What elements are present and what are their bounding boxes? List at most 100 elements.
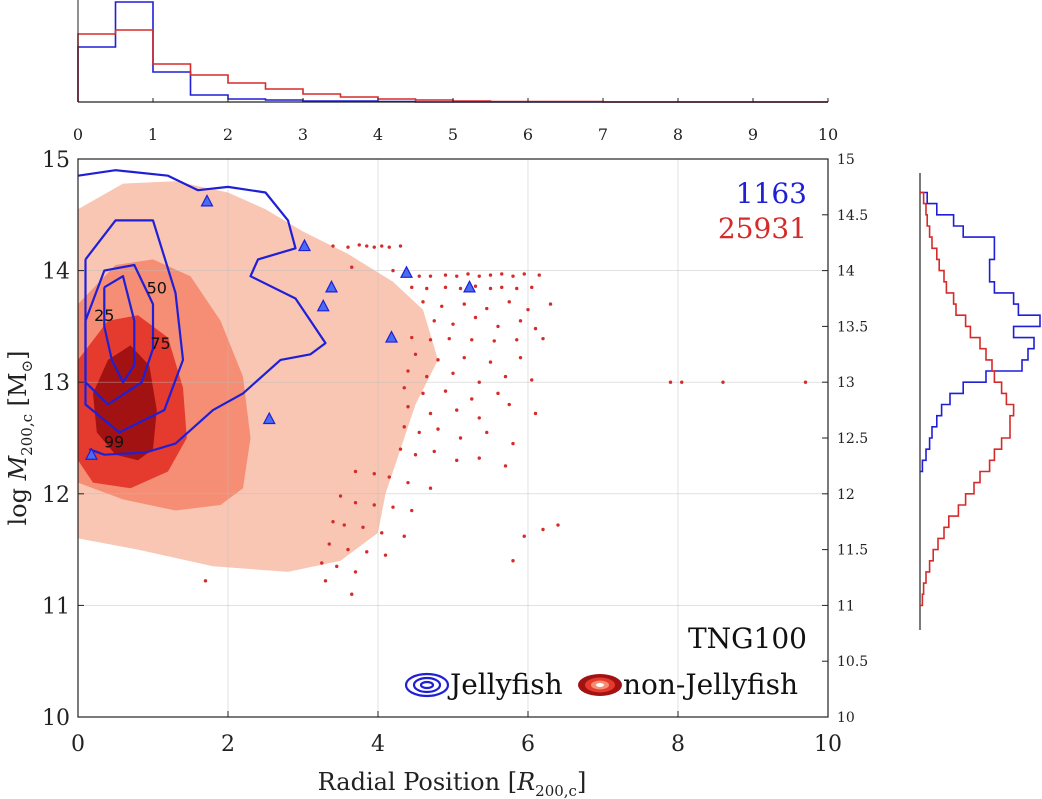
y-tick-label: 15	[42, 148, 70, 173]
non-jellyfish-point	[365, 550, 369, 554]
right-y-tick-label: 10.5	[837, 654, 868, 670]
non-jellyfish-point	[526, 307, 530, 312]
non-jellyfish-point	[477, 380, 481, 384]
non-jellyfish-point	[518, 355, 523, 360]
non-jellyfish-point	[541, 336, 545, 341]
x-tick-label: 8	[671, 732, 685, 757]
non-jellyfish-point	[380, 531, 384, 535]
non-jellyfish-point	[398, 447, 403, 451]
legend-non-jellyfish-icon	[578, 674, 622, 696]
non-jellyfish-point	[492, 339, 496, 343]
non-jellyfish-point	[470, 338, 474, 342]
non-jellyfish-point	[485, 430, 489, 435]
non-jellyfish-point	[417, 430, 421, 435]
non-jellyfish-point	[485, 306, 489, 311]
top-x-tick-label: 5	[448, 125, 458, 144]
non-jellyfish-point	[473, 315, 478, 320]
non-jellyfish-point	[507, 402, 511, 407]
non-jellyfish-point	[428, 274, 433, 278]
non-jellyfish-point	[477, 456, 481, 460]
right-hist-series-0	[920, 191, 1041, 473]
non-jellyfish-point	[402, 425, 406, 429]
non-jellyfish-point	[365, 244, 369, 248]
non-jellyfish-point	[548, 302, 553, 306]
non-jellyfish-point	[387, 245, 391, 249]
non-jellyfish-point	[417, 274, 421, 278]
jellyfish-point	[400, 265, 413, 278]
non-jellyfish-point	[503, 374, 508, 379]
contour-label-75: 75	[150, 334, 170, 353]
non-jellyfish-point	[522, 534, 526, 538]
non-jellyfish-point	[338, 494, 343, 498]
jellyfish-contour-99	[78, 169, 327, 456]
jellyfish-contour-50	[84, 263, 155, 406]
jellyfish-point	[262, 411, 276, 425]
non-jellyfish-point	[402, 386, 406, 390]
non-jellyfish-point	[398, 244, 403, 248]
non-jellyfish-point	[391, 268, 395, 273]
top-x-tick-label: 10	[818, 125, 838, 144]
non-jellyfish-point	[413, 453, 418, 457]
non-jellyfish-point	[533, 411, 538, 416]
non-jellyfish-point	[421, 300, 425, 304]
non-jellyfish-point	[432, 319, 436, 323]
non-jellyfish-point	[462, 302, 466, 306]
top-marginal-x-ticks: 0 1 2 3 4 5 6 7 8 9 10	[73, 98, 838, 144]
non-jellyfish-point	[507, 300, 511, 304]
x-tick-label: 2	[221, 732, 235, 757]
non-jellyfish-point	[406, 480, 410, 485]
y-tick-label: 10	[42, 706, 70, 731]
non-jellyfish-point	[500, 272, 504, 276]
right-marginal-histogram	[920, 191, 1041, 607]
right-hist-series-1	[920, 191, 1015, 607]
non-jellyfish-point	[428, 411, 433, 416]
top-x-tick-label: 3	[298, 125, 308, 144]
non-jellyfish-point	[477, 274, 481, 278]
non-jellyfish-point	[496, 324, 500, 329]
non-jellyfish-point	[496, 391, 500, 396]
legend-jellyfish-label: Jellyfish	[447, 668, 563, 701]
non-jellyfish-point	[413, 352, 418, 356]
non-jellyfish-point	[346, 547, 350, 552]
right-y-tick-label: 14.5	[837, 208, 868, 224]
contour-label-50: 50	[147, 278, 167, 297]
non-jellyfish-point	[357, 243, 361, 247]
non-jellyfish-point	[436, 427, 440, 431]
non-jellyfish-point	[353, 570, 358, 574]
non-jellyfish-point	[530, 285, 534, 290]
top-hist-series-0	[77, 1, 828, 103]
top-x-tick-label: 8	[673, 125, 683, 144]
jellyfish-point	[325, 280, 338, 293]
x-tick-label: 10	[814, 732, 842, 757]
jellyfish-point	[85, 447, 98, 460]
legend-jellyfish-icon	[404, 672, 450, 698]
non-jellyfish-point	[668, 380, 673, 384]
top-x-tick-label: 6	[523, 125, 533, 144]
non-jellyfish-point	[335, 564, 339, 569]
non-jellyfish-point	[203, 579, 208, 583]
non-jellyfish-point	[372, 503, 376, 507]
non-jellyfish-point	[428, 338, 433, 342]
non-jellyfish-point	[455, 458, 459, 463]
non-jellyfish-point	[410, 335, 414, 340]
main-axis-ticks: 0 2 4 6 8 10 10 11 12 13 14 15 10 10.5 11 11.5 12 12.5 13 1…	[42, 148, 868, 757]
jellyfish-point	[200, 194, 214, 207]
y-tick-label: 13	[42, 371, 70, 396]
jellyfish-point	[298, 238, 311, 252]
non-jellyfish-point	[511, 559, 515, 563]
jellyfish-point	[463, 280, 476, 293]
top-x-tick-label: 4	[373, 125, 383, 144]
non-jellyfish-point	[488, 273, 493, 277]
non-jellyfish-point	[380, 244, 384, 248]
right-y-tick-label: 12.5	[837, 431, 868, 447]
non-jellyfish-point	[428, 486, 433, 490]
non-jellyfish-point	[518, 319, 523, 323]
non-jellyfish-point	[515, 286, 519, 291]
non-jellyfish-point	[488, 360, 493, 364]
x-tick-label: 0	[71, 732, 85, 757]
non-jellyfish-point	[511, 274, 515, 278]
top-x-tick-label: 0	[73, 125, 83, 144]
non-jellyfish-point	[522, 272, 526, 276]
non-jellyfish-point	[477, 416, 481, 420]
